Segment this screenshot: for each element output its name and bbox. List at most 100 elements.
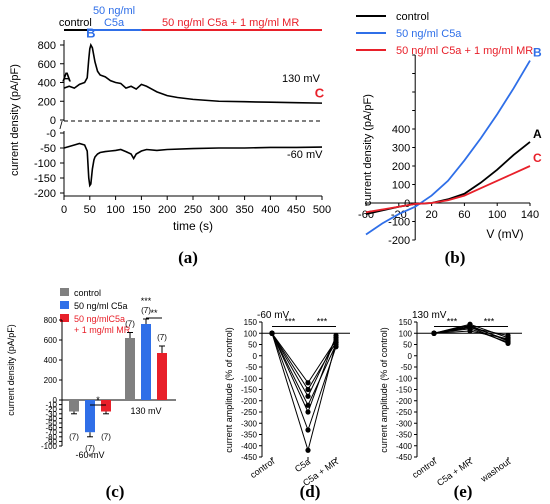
point-letter-C: C — [315, 86, 325, 101]
group-label-0: -60 mV — [75, 450, 104, 460]
panel-title: 130 mV — [412, 310, 447, 321]
y-tick-label-lower-2: -100 — [34, 158, 56, 170]
cell-point-6-2 — [505, 340, 511, 346]
cell-point-2-1 — [305, 393, 311, 399]
trace-minus60mv — [63, 142, 323, 188]
x-axis-title: V (mV) — [486, 227, 523, 241]
y-tick-label-0: -100 — [41, 442, 58, 451]
point-letter-A: A — [62, 70, 72, 85]
y-tick-label-3: 100 — [392, 180, 410, 192]
y-tick-label-10: -350 — [396, 431, 413, 440]
panel-d: 150 100 50 0 -50 -100 -150 -200 -250 -300 -350 -400… — [224, 310, 350, 488]
n-label-g0-s1: (7) — [85, 444, 95, 453]
y-tick-label-7: -30 — [45, 410, 57, 419]
legend-label-0: control — [74, 288, 101, 298]
y-tick-label-2: 50 — [248, 341, 257, 350]
y-tick-label-3: 0 — [253, 352, 258, 361]
x-tick-label-6: 300 — [210, 204, 228, 216]
y-tick-label-0: 150 — [244, 318, 258, 327]
cell-point-1-1 — [305, 386, 311, 393]
legend-label-1: 50 ng/ml C5a — [396, 28, 462, 40]
bracket-star-1: ** — [150, 308, 158, 318]
condition-label-mr: 50 ng/ml C5a + 1 mg/ml MR — [162, 17, 299, 29]
y-tick-label-5: -100 — [241, 374, 258, 383]
y-axis-title: current amplitude (% of control) — [379, 327, 389, 453]
y-tick-label-7: -200 — [396, 397, 413, 406]
y-tick-label-3: 0 — [408, 352, 413, 361]
iv-curve-1 — [365, 60, 531, 236]
axis-break-mark: / — [59, 120, 63, 132]
cell-point-5-2 — [505, 336, 511, 342]
x-category-label-2: washout — [478, 456, 512, 484]
cell-point-6-0 — [431, 330, 437, 336]
x-tick-label-2: 20 — [425, 209, 437, 221]
y-axis-title: current amplitude (% of control) — [224, 327, 234, 453]
y-tick-label-10: 0 — [53, 396, 58, 405]
y-axis-title: current density (pA/pF) — [362, 94, 374, 206]
bracket-stars-1: *** — [484, 317, 495, 327]
y-tick-label-3: -70 — [45, 428, 57, 437]
trace-label-minus60mv: -60 mV — [287, 149, 323, 161]
y-tick-label-6: 400 — [392, 124, 410, 136]
cell-point-5-1 — [467, 328, 473, 334]
n-label-g1-s0: (7) — [125, 320, 135, 329]
y-tick-label-lower-4: -200 — [34, 188, 56, 200]
cell-point-4-1 — [305, 409, 311, 415]
iv-curve-2 — [365, 165, 531, 214]
y-tick-label-lower-3: -150 — [34, 173, 56, 185]
y-tick-label-12: -450 — [241, 453, 258, 462]
y-tick-label-11: -400 — [241, 442, 258, 451]
cell-point-4-2 — [333, 332, 339, 339]
legend-label-0: control — [396, 11, 429, 23]
y-tick-label-12: 400 — [44, 356, 58, 365]
star-g1-s1: *** — [141, 296, 152, 306]
legend-label-2: 50 ng/ml C5a + 1 mg/ml MR — [396, 45, 533, 57]
y-axis-title: current density (pA/pF) — [9, 64, 21, 176]
x-tick-label-8: 400 — [261, 204, 279, 216]
cell-point-3-1 — [305, 402, 311, 408]
legend-swatch-2 — [60, 314, 69, 322]
x-tick-label-4: 100 — [488, 209, 506, 221]
y-tick-label-11: 200 — [44, 376, 58, 385]
y-tick-label-6: -150 — [241, 386, 258, 395]
x-tick-label-2: 100 — [106, 204, 124, 216]
y-tick-label-5: 300 — [392, 143, 410, 155]
y-tick-label-12: -450 — [396, 453, 413, 462]
cell-point-0-1 — [305, 380, 311, 386]
y-tick-label-1: 100 — [399, 329, 413, 338]
y-tick-label-9: -300 — [241, 419, 258, 428]
legend-label-1: 50 ng/ml C5a — [74, 301, 128, 311]
y-tick-label-5: -100 — [396, 374, 413, 383]
panel-e: 150 100 50 0 -50 -100 -150 -200 -250 -300 -350 -400… — [379, 310, 522, 488]
x-tick-label-3: 150 — [132, 204, 150, 216]
legend-label-2: 50 ng/mlC5a — [74, 314, 125, 324]
cell-line-3 — [271, 333, 337, 407]
bracket-stars-0: *** — [285, 317, 296, 327]
n-label-g1-s1: (7) — [141, 306, 151, 315]
y-tick-label-upper-0: 800 — [38, 40, 56, 52]
y-tick-label-2: 50 — [403, 341, 412, 350]
panel-e-label: (e) — [454, 482, 473, 501]
x-tick-label-1: 50 — [84, 204, 96, 216]
y-tick-label-1: -100 — [388, 217, 410, 229]
cell-point-6-0 — [269, 330, 275, 336]
bracket-star-0: * — [96, 395, 100, 405]
y-tick-label-9: -300 — [396, 419, 413, 428]
group-label-1: 130 mV — [130, 406, 161, 416]
y-tick-label-6: -40 — [45, 414, 57, 423]
y-tick-label-4: -60 — [45, 424, 57, 433]
y-tick-label-upper-1: 600 — [38, 59, 56, 71]
curve-end-label-A: A — [533, 127, 542, 141]
x-category-label-0: control — [410, 456, 438, 480]
trace-130mv — [63, 42, 323, 104]
panel-a-label: (a) — [178, 248, 198, 267]
panel-d-label: (d) — [300, 482, 321, 501]
bar-g1-s0 — [125, 338, 135, 400]
condition-label-control: control — [59, 17, 92, 29]
panel-b-label: (b) — [445, 248, 466, 267]
x-tick-label-4: 200 — [158, 204, 176, 216]
y-tick-label-11: -400 — [396, 442, 413, 451]
panel-b: control 50 ng/ml C5a 50 ng/ml C5a + 1 mg/m… — [356, 11, 542, 247]
x-category-label-1: C5a — [293, 456, 312, 474]
